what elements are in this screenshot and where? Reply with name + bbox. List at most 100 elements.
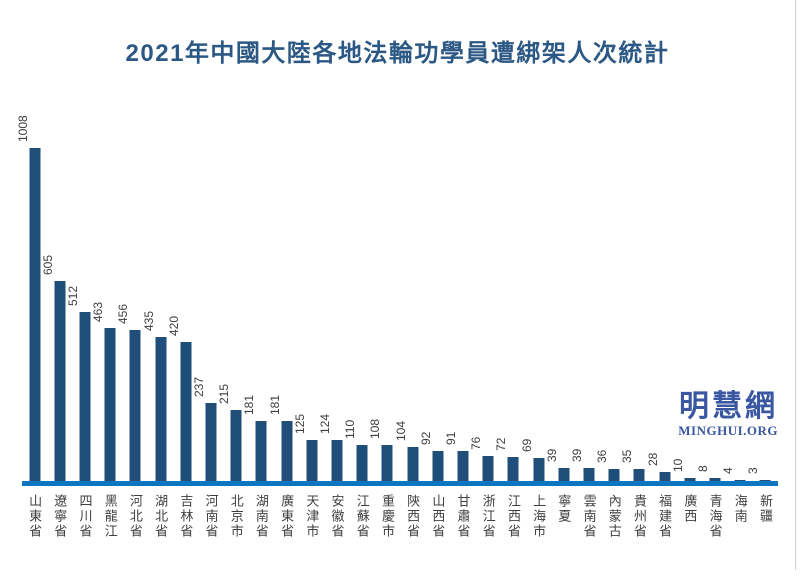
bar xyxy=(583,468,595,481)
bar xyxy=(659,472,671,481)
bar-column: 91 xyxy=(444,148,475,481)
x-axis-label: 青海省 xyxy=(707,494,723,539)
x-axis-label-column: 江西省 xyxy=(501,494,526,539)
chart-title: 2021年中國大陸各地法輪功學員遭綁架人次統計 xyxy=(125,40,670,67)
bar-value-label: 4 xyxy=(721,467,736,474)
bar-value-label: 76 xyxy=(469,436,484,450)
x-axis-label: 四川省 xyxy=(77,494,93,539)
bar-column: 10 xyxy=(671,148,702,481)
bar-value-label: 456 xyxy=(116,303,131,324)
bar-value-label: 237 xyxy=(192,376,207,397)
x-axis-label-column: 甘肅省 xyxy=(450,494,475,539)
x-axis-label: 天津市 xyxy=(304,494,320,539)
x-axis-label: 浙江省 xyxy=(480,494,496,539)
bar-column: 124 xyxy=(318,148,349,481)
bar-column: 104 xyxy=(394,148,425,481)
bar-value-label: 1008 xyxy=(15,115,30,142)
x-axis-label: 雲南省 xyxy=(581,494,597,539)
bar-column: 435 xyxy=(142,148,173,481)
x-axis-label-column: 廣東省 xyxy=(274,494,299,539)
x-axis-label: 寧夏 xyxy=(556,494,572,524)
x-axis-label: 重慶市 xyxy=(379,494,395,539)
bar xyxy=(281,421,293,481)
x-axis-label: 福建省 xyxy=(657,494,673,539)
x-axis-label-column: 安徽省 xyxy=(324,494,349,539)
bar-column: 92 xyxy=(419,148,450,481)
x-axis-label: 海南 xyxy=(732,494,748,524)
x-axis-label: 安徽省 xyxy=(329,494,345,539)
x-axis-label: 上海市 xyxy=(531,494,547,539)
bar-value-label: 39 xyxy=(570,448,585,462)
bar-value-label: 72 xyxy=(494,437,509,451)
x-axis-label-column: 內蒙古 xyxy=(602,494,627,539)
bar xyxy=(507,457,519,481)
bar-column: 28 xyxy=(646,148,677,481)
x-axis-labels-row: 山東省 遼寧省 四川省 黑龍江 河北省 湖北省 吉林省 河南省 北京市 湖南省 廣東省 天津市 安徽省江… xyxy=(22,494,778,539)
bar-column: 108 xyxy=(368,148,400,481)
bar-value-label: 420 xyxy=(166,315,181,336)
x-axis-label-column: 浙江省 xyxy=(476,494,501,539)
bar-value-label: 28 xyxy=(645,452,660,466)
x-axis-label-column: 湖南省 xyxy=(249,494,274,539)
plot-area: 1008 605 512 463 456 435 420 237 215 181 181 125 124… xyxy=(16,115,778,481)
x-axis-label: 甘肅省 xyxy=(455,494,471,539)
bar-column: 456 xyxy=(116,148,148,481)
bar-value-label: 8 xyxy=(696,465,711,472)
x-axis-label-column: 黑龍江 xyxy=(98,494,123,539)
x-axis-label-column: 江蘇省 xyxy=(350,494,375,539)
bar-column: 1008 xyxy=(16,115,47,481)
bar-column: 8 xyxy=(696,148,727,481)
x-axis-label-column: 山西省 xyxy=(425,494,450,539)
bar-value-label: 110 xyxy=(343,419,358,439)
bar xyxy=(79,312,91,481)
bar xyxy=(482,456,494,481)
x-axis-label: 江蘇省 xyxy=(354,494,370,539)
x-axis-label-column: 廣西 xyxy=(677,494,702,539)
bar-column: 110 xyxy=(343,148,375,481)
bar xyxy=(356,445,368,481)
x-axis-label: 內蒙古 xyxy=(606,494,622,539)
bar-value-label: 181 xyxy=(267,394,282,415)
bar-column: 181 xyxy=(268,148,299,481)
bar-value-label: 605 xyxy=(40,254,55,275)
x-axis-label: 河南省 xyxy=(203,494,219,539)
bar-value-label: 512 xyxy=(66,285,80,306)
bar-column: 237 xyxy=(192,148,223,481)
x-axis-label: 江西省 xyxy=(505,494,521,539)
bar xyxy=(255,421,267,481)
x-axis-label: 廣西 xyxy=(682,494,698,524)
x-axis-label: 湖北省 xyxy=(153,494,169,539)
bar xyxy=(533,458,545,481)
bar-value-label: 36 xyxy=(595,449,610,463)
bar-value-label: 104 xyxy=(393,420,408,441)
bar-column: 3 xyxy=(746,148,778,481)
x-axis-label-column: 天津市 xyxy=(299,494,324,539)
x-axis-label: 廣東省 xyxy=(279,494,295,539)
bar-value-label: 463 xyxy=(91,301,106,322)
bar xyxy=(633,469,645,481)
x-axis-label: 山東省 xyxy=(27,494,43,539)
bar-column: 463 xyxy=(91,148,123,481)
x-axis-label: 吉林省 xyxy=(178,494,194,539)
bar xyxy=(558,468,570,481)
bar-column: 69 xyxy=(520,148,551,481)
bar xyxy=(381,445,393,481)
bar xyxy=(129,330,141,481)
x-axis-label: 北京市 xyxy=(228,494,244,539)
bar-value-label: 39 xyxy=(544,448,559,462)
bar-column: 125 xyxy=(293,148,324,481)
x-axis-label-column: 寧夏 xyxy=(551,494,576,539)
bar-column: 35 xyxy=(620,148,652,481)
bar xyxy=(734,480,746,481)
bar-value-label: 10 xyxy=(670,458,685,472)
bar xyxy=(407,447,419,481)
minghui-logo-latin-text: MINGHUI.ORG xyxy=(678,423,778,438)
x-axis-label-column: 湖北省 xyxy=(148,494,173,539)
x-axis-label-column: 貴州省 xyxy=(627,494,652,539)
bar-column: 181 xyxy=(242,148,274,481)
bar-column: 76 xyxy=(469,148,501,481)
x-axis-label-column: 新疆 xyxy=(753,494,778,539)
bar xyxy=(331,440,343,481)
bar xyxy=(759,480,771,481)
